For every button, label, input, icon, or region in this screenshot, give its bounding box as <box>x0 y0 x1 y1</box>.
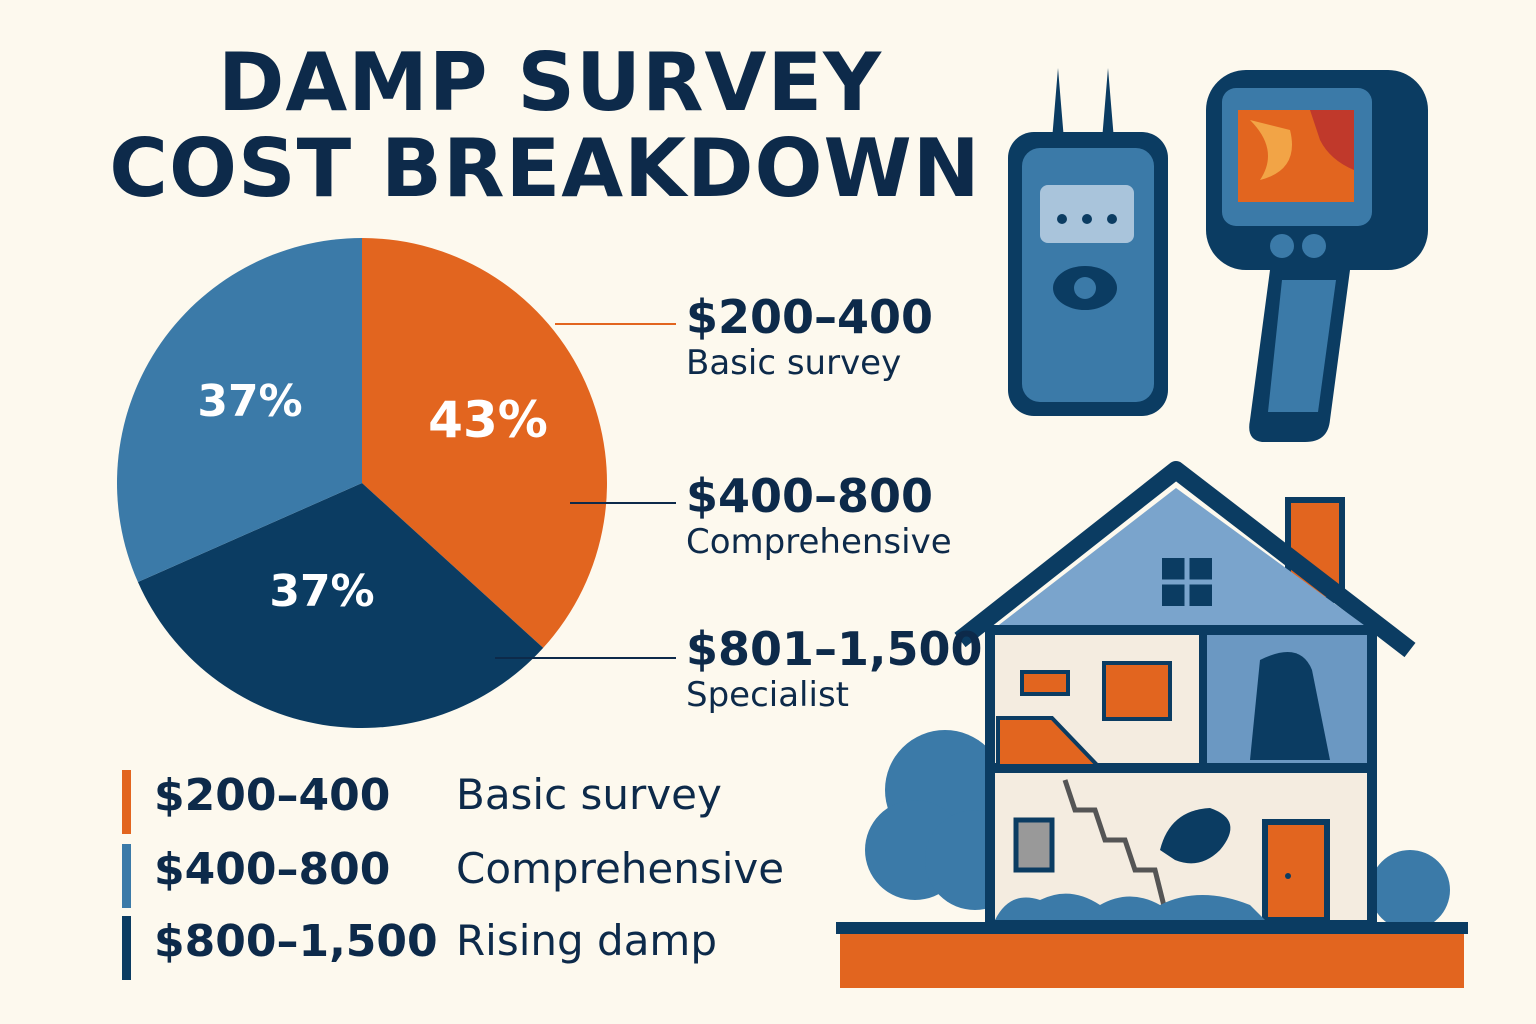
legend-price: $800–1,500 <box>154 916 438 967</box>
callout-specialist: $801–1,500 Specialist <box>686 624 983 716</box>
title-line-2: COST BREAKDOWN <box>109 122 981 215</box>
callout-label: Comprehensive <box>686 522 952 562</box>
slice-label-2: 37% <box>269 566 374 617</box>
moisture-meter-icon <box>1008 68 1168 416</box>
slice-label-1: 43% <box>428 391 548 449</box>
thermal-camera-icon <box>1206 70 1428 442</box>
legend-swatch <box>122 844 131 908</box>
callout-comprehensive: $400–800 Comprehensive <box>686 471 952 563</box>
callout-label: Basic survey <box>686 343 902 383</box>
legend-swatch <box>122 916 131 980</box>
pie-slice-1 <box>362 238 607 648</box>
callout-price: $200–400 <box>686 290 934 344</box>
pie-slice-3 <box>117 238 362 583</box>
title-line-1: DAMP SURVEY <box>217 36 883 129</box>
legend-swatch <box>122 770 131 834</box>
legend-label: Comprehensive <box>456 844 785 893</box>
pie-slice-2 <box>137 483 544 728</box>
callout-basic: $200–400 Basic survey <box>686 292 933 384</box>
house-cutaway-icon <box>836 461 1468 988</box>
legend-price: $400–800 <box>154 844 391 895</box>
callout-price: $400–800 <box>686 469 934 523</box>
legend-label: Rising damp <box>456 916 718 965</box>
slice-label-3: 37% <box>197 376 302 427</box>
callout-price: $801–1,500 <box>686 622 983 676</box>
legend-price: $200–400 <box>154 770 391 821</box>
legend-label: Basic survey <box>456 770 722 819</box>
callout-label: Specialist <box>686 675 849 715</box>
